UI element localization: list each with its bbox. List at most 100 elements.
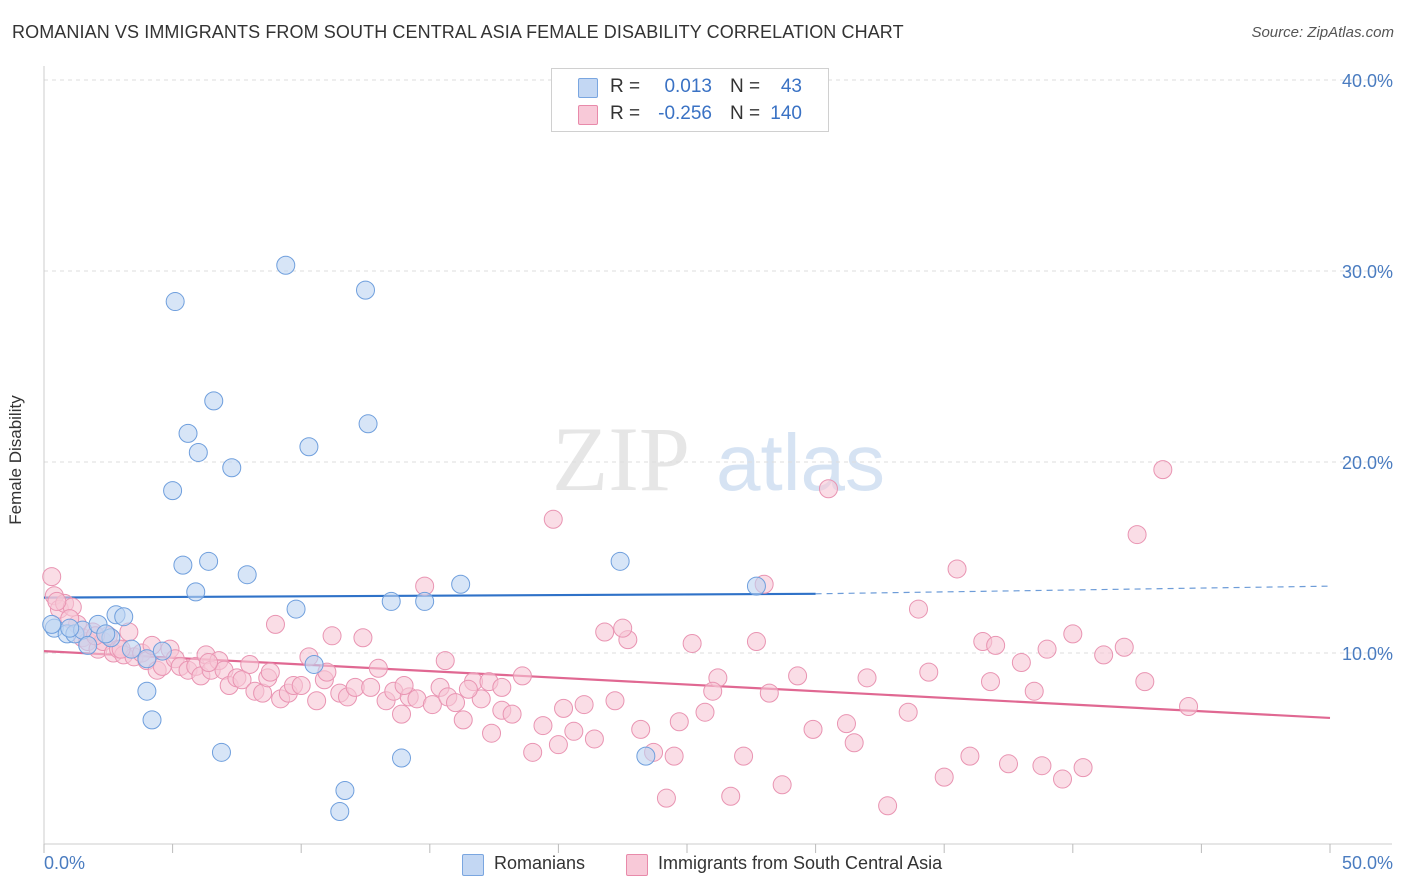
legend-n-value: 140 [770,103,802,124]
romanians-point [330,802,350,822]
immigrants-point [42,567,62,587]
immigrants-point [919,662,939,682]
bottom-legend-swatch-romanians [462,854,484,876]
immigrants-point [844,733,864,753]
romanians-point [204,391,224,411]
legend-swatch-romanians [578,78,598,98]
immigrants-point [934,767,954,787]
bottom-legend-label: Immigrants from South Central Asia [658,853,943,873]
immigrants-point [695,702,715,722]
immigrants-point [1114,637,1134,657]
immigrants-point [1011,653,1031,673]
chart-title: ROMANIAN VS IMMIGRANTS FROM SOUTH CENTRA… [12,22,904,42]
romanians-point [163,481,183,501]
immigrants-point [759,683,779,703]
immigrants-point [548,735,568,755]
romanians-point [222,458,242,478]
romanians-point [137,681,157,701]
legend-n-label: N = [730,103,761,124]
immigrants-point [353,628,373,648]
romanians-point [304,654,324,674]
immigrants-point [772,775,792,795]
watermark-zip: ZIP [552,408,690,510]
immigrants-point [669,712,689,732]
romanians-point [286,599,306,619]
immigrants-point [512,666,532,686]
immigrants-point [322,626,342,646]
bottom-legend-swatch-immigrants [626,854,648,876]
immigrants-point [898,702,918,722]
immigrants-point [291,675,311,695]
romanians-point [60,618,80,638]
immigrants-point [1053,769,1073,789]
romanians-point [152,641,172,661]
legend-row-immigrants: R = -0.256 N = 140 [552,101,828,127]
romanians-point [636,746,656,766]
legend-swatch-immigrants [578,105,598,125]
romanians-point [96,624,116,644]
romanians-point [173,555,193,575]
watermark-atlas: atlas [716,418,885,507]
legend-r-value: -0.256 [658,103,712,124]
romanians-point [415,591,435,611]
romanians-point [142,710,162,730]
romanians-point [121,639,141,659]
immigrants-point [368,658,388,678]
immigrants-point [664,746,684,766]
immigrants-point [240,654,260,674]
immigrants-point [422,695,442,715]
romanians-point [746,576,766,596]
legend-n-label: N = [730,76,761,97]
legend-r-label: R = [610,76,641,97]
romanians-point [186,582,206,602]
x-tick-label: 0.0% [44,853,85,873]
romanians-point [610,551,630,571]
immigrants-point [554,698,574,718]
legend: R = 0.013 N = 43 R = -0.256 N = 140 [551,68,829,132]
immigrants-point [260,662,280,682]
bottom-legend: Romanians Immigrants from South Central … [0,852,1406,878]
legend-row-romanians: R = 0.013 N = 43 [552,74,828,100]
immigrants-point [446,693,466,713]
immigrants-point [605,691,625,711]
immigrants-point [482,723,502,743]
immigrants-point [836,714,856,734]
immigrants-point [999,754,1018,774]
immigrants-point [980,672,1000,692]
immigrants-point [584,729,604,749]
romanians-point [114,607,134,627]
romanians-point [276,255,296,275]
immigrants-point [1094,645,1114,665]
legend-r-label: R = [610,103,641,124]
romanians-trend-extension [815,585,1331,595]
immigrants-point [947,559,967,579]
romanians-point [237,565,257,585]
immigrants-point [453,710,473,730]
immigrants-point [199,653,219,673]
romanians-point [178,423,198,443]
legend-r-value: 0.013 [664,76,712,97]
immigrants-point [492,677,512,697]
immigrants-point [47,591,67,611]
romanians-point [137,649,157,669]
romanians-point [381,591,401,611]
immigrants-point [1032,756,1052,776]
immigrants-point [564,721,584,741]
immigrants-point [1153,460,1173,480]
immigrants-point [533,716,553,736]
immigrants-point [458,679,478,699]
romanians-point [188,442,208,462]
immigrants-point [703,681,723,701]
source-label: Source: ZipAtlas.com [1251,24,1394,41]
immigrants-point [265,614,285,634]
immigrants-point [960,746,980,766]
immigrants-point [908,599,928,619]
immigrants-point [631,719,651,739]
immigrants-point [1037,639,1057,659]
immigrants-point [803,719,823,739]
immigrants-point [986,635,1006,655]
romanians-point [42,614,62,634]
immigrants-point [502,704,522,724]
romanians-point [392,748,412,768]
immigrants-point [361,677,381,697]
